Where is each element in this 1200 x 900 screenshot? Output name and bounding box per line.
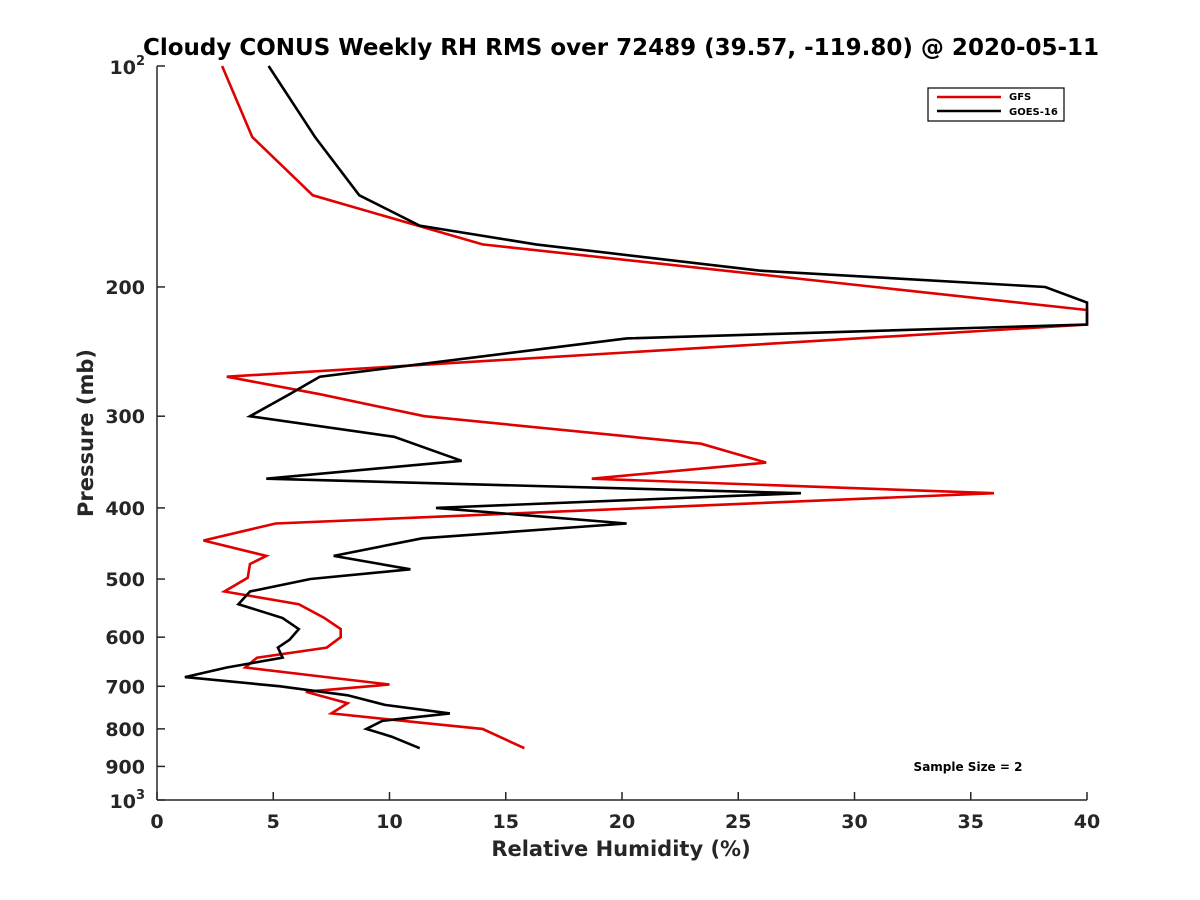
series-line-goes16 — [184, 65, 1089, 750]
legend-label-goes16: GOES-16 — [1009, 107, 1058, 118]
plot-lines — [184, 65, 1089, 750]
x-tick-label: 15 — [493, 811, 519, 833]
x-tick-label: 0 — [150, 811, 163, 833]
y-tick-label: 600 — [105, 627, 145, 649]
y-tick-label: 700 — [105, 676, 145, 698]
x-axis-label: Relative Humidity (%) — [491, 837, 750, 861]
y-tick-label: 300 — [105, 406, 145, 428]
chart-title: Cloudy CONUS Weekly RH RMS over 72489 (3… — [143, 35, 1099, 61]
x-tick-label: 30 — [841, 811, 867, 833]
x-tick-label: 25 — [725, 811, 751, 833]
y-tick-label: 800 — [105, 719, 145, 741]
x-tick-label: 35 — [958, 811, 984, 833]
series-line-gfs — [203, 65, 1089, 750]
x-tick-label: 5 — [267, 811, 280, 833]
x-tick-label: 40 — [1074, 811, 1100, 833]
y-tick-label: 500 — [105, 569, 145, 591]
y-tick-label: 200 — [105, 277, 145, 299]
sample-size-annotation: Sample Size = 2 — [914, 760, 1023, 774]
legend-box — [927, 87, 1065, 122]
y-tick-label: 900 — [105, 756, 145, 778]
x-tick-label: 20 — [609, 811, 635, 833]
y-axis-label: Pressure (mb) — [74, 349, 98, 517]
legend: GFS GOES-16 — [927, 87, 1065, 122]
x-tick-label: 10 — [376, 811, 402, 833]
legend-label-gfs: GFS — [1009, 92, 1031, 103]
x-ticks: 0 5 10 15 20 25 30 35 40 — [150, 792, 1100, 833]
y-tick-label: 400 — [105, 498, 145, 520]
